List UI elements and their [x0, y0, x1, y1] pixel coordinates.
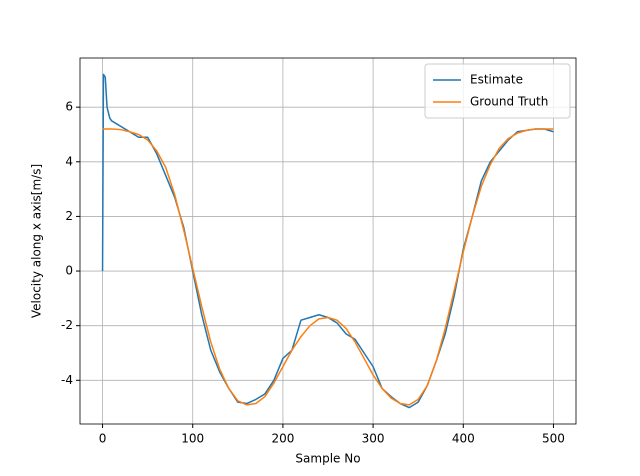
- x-tick-label: 200: [271, 432, 294, 446]
- axes-frame: [79, 57, 577, 425]
- line: [102, 128, 554, 406]
- line: [101, 73, 554, 409]
- y-tick-label: 6: [65, 100, 73, 114]
- y-tick-label: -2: [61, 318, 73, 332]
- y-tick-label: 2: [65, 209, 73, 223]
- legend-label: Estimate: [470, 73, 523, 87]
- x-tick-label: 300: [362, 432, 385, 446]
- x-tick-label: 400: [452, 432, 475, 446]
- y-tick-label: -4: [61, 373, 73, 387]
- x-axis-label: Sample No: [295, 452, 360, 466]
- legend-box: [424, 63, 571, 119]
- x-tick-label: 0: [99, 432, 107, 446]
- legend-label: Ground Truth: [470, 95, 548, 109]
- x-tick-label: 500: [542, 432, 565, 446]
- y-tick-label: 4: [65, 154, 73, 168]
- y-axis-label: Velocity along x axis[m/s]: [30, 164, 44, 318]
- x-tick-label: 100: [181, 432, 204, 446]
- y-tick-label: 0: [65, 264, 73, 278]
